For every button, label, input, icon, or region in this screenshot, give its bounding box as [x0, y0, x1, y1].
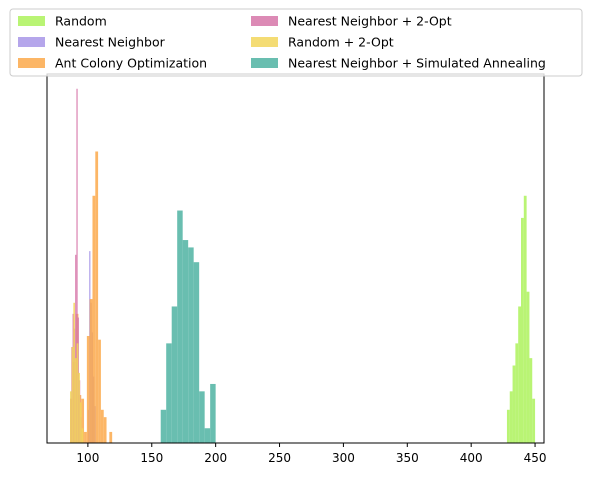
- bar-random-4: [518, 306, 521, 443]
- bar-nearest-neighbor-plus-simulated-annealing-0: [160, 409, 167, 443]
- bar-ant-colony-optimization-11: [100, 409, 104, 443]
- bar-ant-colony-optimization-5: [84, 431, 87, 443]
- legend: Random Nearest Neighbor Ant Colony Optimiz…: [9, 8, 583, 77]
- bar-ant-colony-optimization-9: [95, 151, 99, 444]
- legend-swatch: [18, 37, 45, 47]
- legend-swatch: [251, 16, 278, 26]
- bar-random-5: [521, 217, 524, 443]
- legend-label: Random: [55, 14, 107, 29]
- legend-item-random: Random: [18, 14, 107, 29]
- bar-ant-colony-optimization-4: [81, 398, 85, 443]
- bar-random-plus-2-opt-5: [78, 372, 80, 443]
- bar-random-plus-2-opt-3: [74, 358, 77, 443]
- bar-random-2: [512, 365, 516, 443]
- legend-item-random-plus-2-opt: Random + 2-Opt: [251, 35, 394, 50]
- legend-label: Random + 2-Opt: [288, 35, 394, 50]
- bar-random-9: [532, 398, 536, 443]
- bar-ant-colony-optimization-7: [89, 299, 93, 443]
- x-tick-label: 200: [204, 451, 227, 465]
- bar-ant-colony-optimization-14: [109, 431, 113, 443]
- bar-random-plus-2-opt-7: [81, 428, 84, 443]
- bar-nearest-neighbor-plus-simulated-annealing-4: [182, 240, 189, 443]
- bar-random-plus-2-opt-4: [76, 343, 79, 443]
- legend-swatch: [18, 58, 45, 68]
- x-tick-label: 250: [268, 451, 291, 465]
- series-random-plus-2-opt: [70, 302, 84, 443]
- bar-random-1: [509, 391, 513, 443]
- legend-item-nearest-neighbor: Nearest Neighbor: [18, 35, 166, 50]
- bar-random-plus-2-opt-0: [70, 391, 72, 443]
- series-random: [506, 195, 536, 443]
- bar-random-6: [523, 195, 527, 443]
- legend-item-nearest-neighbor-plus-2-opt: Nearest Neighbor + 2-Opt: [251, 14, 452, 29]
- bar-nearest-neighbor-plus-simulated-annealing-9: [210, 383, 216, 443]
- legend-label: Ant Colony Optimization: [55, 56, 207, 71]
- bar-nearest-neighbor-plus-2-opt-5: [76, 88, 78, 443]
- bar-ant-colony-optimization-10: [98, 339, 101, 443]
- bar-nearest-neighbor-plus-simulated-annealing-3: [177, 210, 183, 443]
- bar-random-8: [529, 358, 533, 443]
- bar-ant-colony-optimization-8: [92, 195, 96, 443]
- bar-random-7: [526, 291, 530, 443]
- bar-ant-colony-optimization-12: [103, 417, 107, 443]
- bars-layer: [70, 88, 536, 444]
- x-tick-label: 450: [524, 451, 547, 465]
- legend-item-ant-colony-optimization: Ant Colony Optimization: [18, 56, 207, 71]
- bar-random-plus-2-opt-2: [73, 302, 75, 443]
- bar-nearest-neighbor-plus-simulated-annealing-2: [171, 306, 178, 443]
- bar-ant-colony-optimization-6: [86, 335, 90, 443]
- legend-swatch: [251, 58, 278, 68]
- legend-label: Nearest Neighbor + Simulated Annealing: [288, 56, 546, 71]
- bar-nearest-neighbor-plus-simulated-annealing-7: [199, 391, 205, 443]
- x-tick-label: 150: [140, 451, 163, 465]
- series-nearest-neighbor-plus-simulated-annealing: [160, 210, 216, 443]
- x-tick-label: 300: [332, 451, 355, 465]
- legend-swatch: [251, 37, 278, 47]
- x-tick-label: 400: [460, 451, 483, 465]
- bar-random-3: [515, 343, 519, 443]
- bar-random-plus-2-opt-6: [79, 402, 82, 443]
- legend-swatch: [18, 16, 45, 26]
- legend-box: [9, 8, 583, 77]
- plot-area-frame: [46, 73, 545, 444]
- bar-nearest-neighbor-plus-simulated-annealing-8: [204, 428, 211, 443]
- x-tick-label: 350: [396, 451, 419, 465]
- bar-nearest-neighbor-plus-2-opt-4: [75, 254, 77, 443]
- x-axis: 100 150 200 250 300 350 400 450: [76, 443, 547, 465]
- bar-nearest-neighbor-plus-simulated-annealing-1: [166, 343, 172, 443]
- legend-item-nearest-neighbor-plus-simulated-annealing: Nearest Neighbor + Simulated Annealing: [251, 56, 546, 71]
- bar-random-0: [506, 409, 510, 443]
- legend-label: Nearest Neighbor + 2-Opt: [288, 14, 452, 29]
- bar-random-plus-2-opt-1: [71, 347, 74, 443]
- legend-label: Nearest Neighbor: [55, 35, 166, 50]
- x-tick-label: 100: [76, 451, 99, 465]
- bar-nearest-neighbor-plus-simulated-annealing-6: [193, 262, 200, 443]
- bar-nearest-neighbor-plus-simulated-annealing-5: [188, 247, 194, 443]
